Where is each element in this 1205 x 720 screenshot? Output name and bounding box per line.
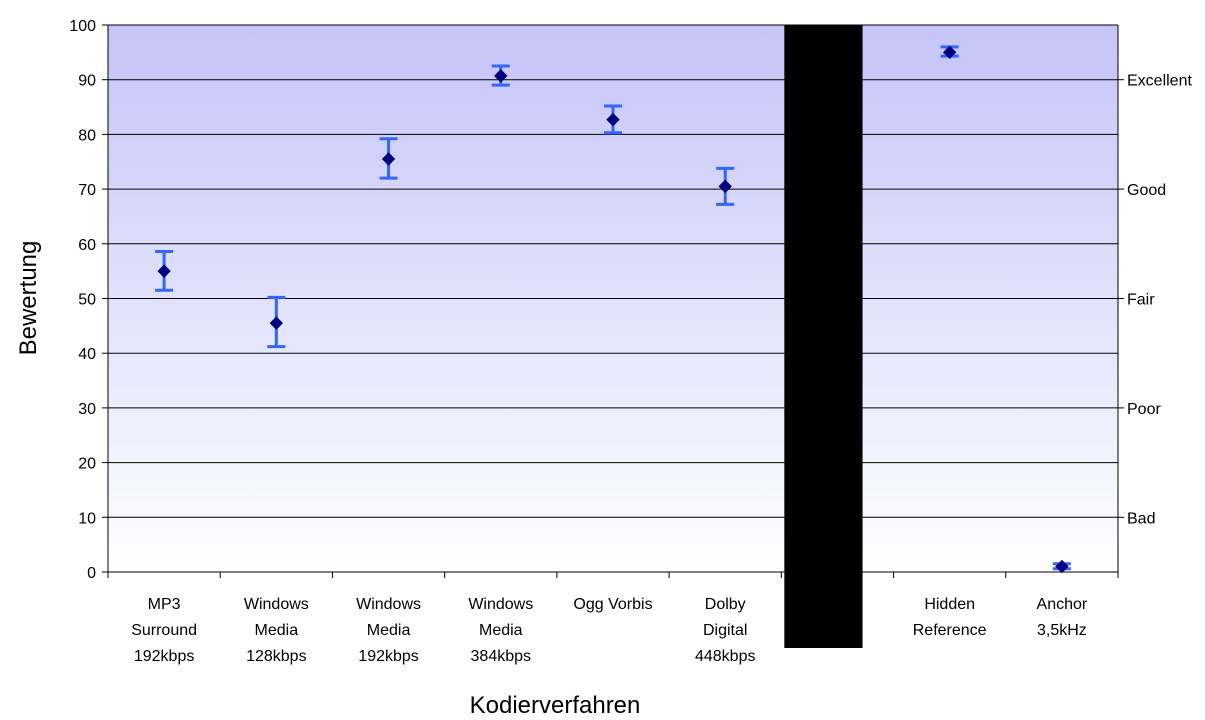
right-axis-label: Fair bbox=[1127, 292, 1155, 309]
right-axis-label: Poor bbox=[1127, 401, 1161, 418]
data-point-diamond bbox=[381, 152, 396, 166]
x-category-label-line: Windows bbox=[356, 596, 421, 613]
data-point-diamond bbox=[942, 45, 957, 60]
x-category-label-line: Surround bbox=[131, 622, 197, 639]
data-point-diamond bbox=[1055, 559, 1069, 574]
x-category-label-line: 3,5kHz bbox=[1037, 622, 1087, 639]
x-category-label-line: Digital bbox=[703, 622, 747, 639]
x-category-label-line: Anchor bbox=[1037, 596, 1088, 613]
x-category-label-line: Ogg Vorbis bbox=[573, 596, 652, 613]
x-category-label-line: Dolby bbox=[705, 596, 746, 613]
y-tick-label: 100 bbox=[69, 18, 96, 35]
y-tick-label: 10 bbox=[78, 510, 96, 527]
x-category-label: Windows Media 384kbps bbox=[468, 596, 533, 665]
y-tick-label: 90 bbox=[78, 73, 96, 90]
x-category-label: Anchor 3,5kHz bbox=[1037, 596, 1088, 639]
y-tick-label: 40 bbox=[78, 346, 96, 363]
x-category-label-line: Windows bbox=[244, 596, 309, 613]
y-tick-label: 0 bbox=[87, 565, 96, 582]
axes bbox=[102, 24, 1124, 578]
x-category-label: MP3 Surround 192kbps bbox=[131, 596, 197, 665]
data-point-diamond bbox=[269, 316, 284, 330]
x-category-label: Dolby Digital 448kbps bbox=[695, 596, 756, 665]
data-point-diamond bbox=[606, 112, 620, 127]
x-category-label: Windows Media 192kbps bbox=[356, 596, 421, 665]
x-category-label-line: MP3 bbox=[148, 596, 181, 613]
x-category-label: Hidden Reference bbox=[913, 596, 987, 639]
x-category-label-line: 384kbps bbox=[471, 648, 532, 665]
x-category-label-line: 192kbps bbox=[358, 648, 419, 665]
x-category-label: Windows Media 128kbps bbox=[244, 596, 309, 665]
separator-layer bbox=[784, 25, 863, 648]
x-category-label-line: Media bbox=[255, 622, 299, 639]
y-tick-label: 60 bbox=[78, 237, 96, 254]
x-category-label: Ogg Vorbis bbox=[573, 596, 652, 613]
data-point-diamond bbox=[494, 69, 508, 83]
x-category-label-line: Windows bbox=[468, 596, 533, 613]
separator-band bbox=[784, 25, 863, 648]
y-tick-label: 80 bbox=[78, 127, 96, 144]
x-category-label-line: Media bbox=[367, 622, 411, 639]
gridlines bbox=[108, 24, 1118, 518]
data-point-diamond bbox=[157, 264, 171, 278]
y-tick-labels: 0 10 20 30 40 50 60 70 80 90 100 bbox=[69, 18, 96, 582]
y-tick-label: 70 bbox=[78, 182, 96, 199]
y-tick-label: 30 bbox=[78, 401, 96, 418]
data-points bbox=[157, 45, 1069, 574]
x-axis-title: Kodierverfahren bbox=[470, 692, 641, 719]
x-category-label-line: 128kbps bbox=[246, 648, 307, 665]
x-category-label-line: 448kbps bbox=[695, 648, 756, 665]
y-tick-label: 20 bbox=[78, 456, 96, 473]
right-axis-labels: Excellent Good Fair Poor Bad bbox=[1127, 73, 1192, 528]
right-axis-label: Excellent bbox=[1127, 73, 1192, 90]
right-axis-label: Bad bbox=[1127, 510, 1155, 527]
data-point-diamond bbox=[718, 179, 732, 194]
y-tick-label: 50 bbox=[78, 292, 96, 309]
x-category-label-line: 192kbps bbox=[134, 648, 195, 665]
x-category-label-line: Hidden bbox=[924, 596, 975, 613]
right-axis-label: Good bbox=[1127, 182, 1166, 199]
x-category-label-line: Media bbox=[479, 622, 523, 639]
y-axis-title: Bewertung bbox=[15, 241, 42, 356]
x-category-label-line: Reference bbox=[913, 622, 987, 639]
